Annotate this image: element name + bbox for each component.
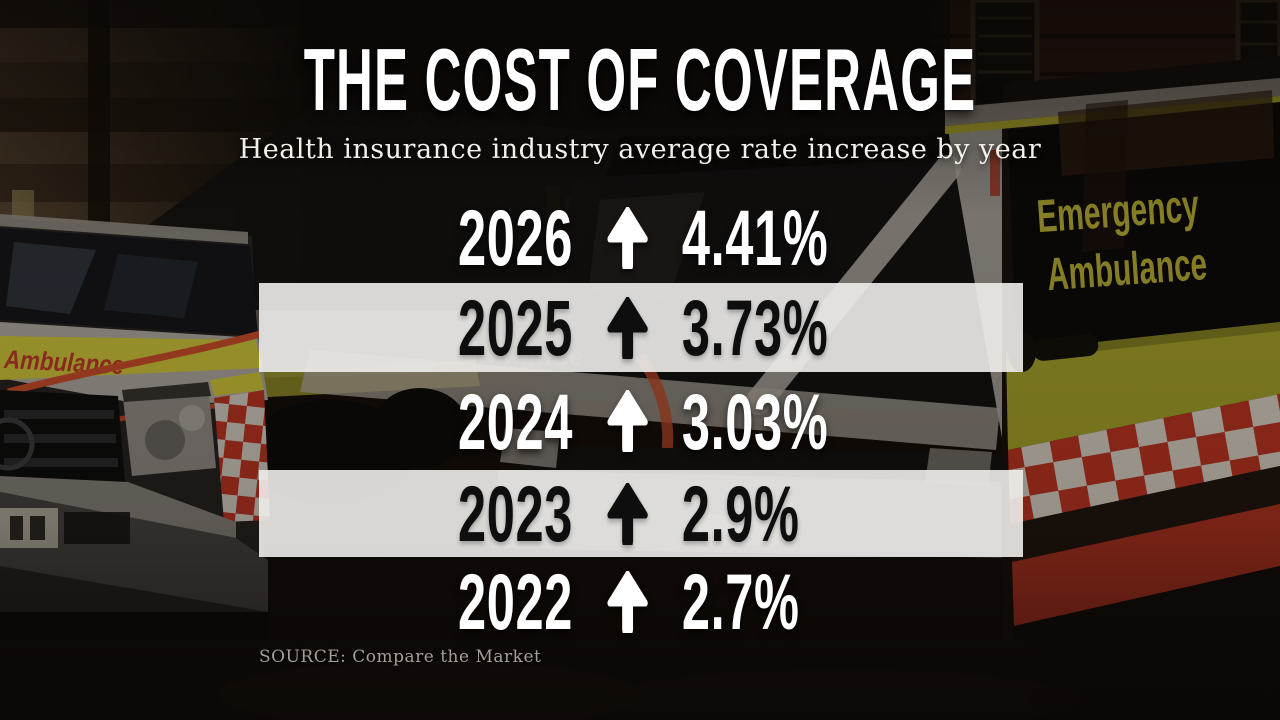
year-label: 2025 xyxy=(458,283,574,372)
rate-row-2024: 2024 3.03% xyxy=(0,372,1280,470)
rate-row-2025: 2025 3.73% xyxy=(0,283,1280,372)
rate-value: 3.73% xyxy=(681,283,829,372)
up-arrow-icon xyxy=(607,296,648,359)
rate-value: 3.03% xyxy=(681,376,829,466)
year-label: 2026 xyxy=(458,193,574,282)
source-attribution: SOURCE: Compare the Market xyxy=(259,647,542,667)
subheadline: Health insurance industry average rate i… xyxy=(238,134,1042,165)
rate-row-2023: 2023 2.9% xyxy=(0,470,1280,557)
up-arrow-icon xyxy=(607,570,648,633)
rate-row-2022: 2022 2.7% xyxy=(0,557,1280,646)
rate-value: 2.9% xyxy=(681,469,800,558)
rate-value: 4.41% xyxy=(681,193,829,282)
year-label: 2024 xyxy=(458,376,574,466)
rate-row-2026: 2026 4.41% xyxy=(0,192,1280,283)
up-arrow-icon xyxy=(607,482,648,545)
rate-value: 2.7% xyxy=(681,557,800,646)
year-label: 2022 xyxy=(458,557,574,646)
up-arrow-icon xyxy=(607,390,648,452)
year-label: 2023 xyxy=(458,469,574,558)
up-arrow-icon xyxy=(607,206,648,269)
headline: THE COST OF COVERAGE xyxy=(303,30,977,129)
